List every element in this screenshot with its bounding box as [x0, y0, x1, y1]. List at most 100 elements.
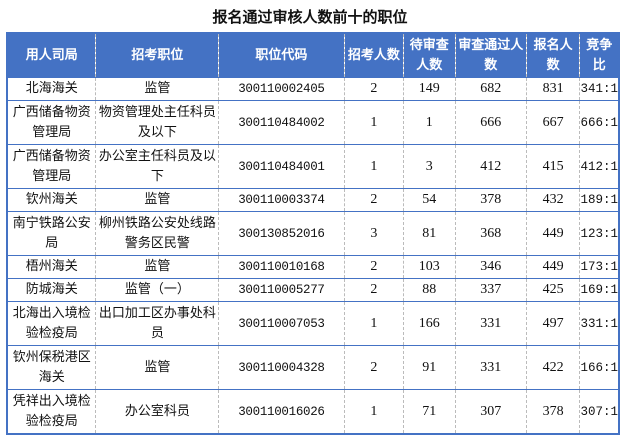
cell-code: 300110010168: [218, 255, 345, 279]
cell-department: 凭祥出入境检验检疫局: [6, 389, 97, 435]
cell-department: 防城海关: [6, 278, 97, 302]
cell-quota: 2: [343, 77, 405, 101]
table-row: 钦州海关 监管 300110003374 2 54 378 432 189:1: [6, 188, 620, 212]
cell-pending: 1: [403, 100, 456, 145]
table-row: 防城海关 监管（一） 300110005277 2 88 337 425 169:1: [6, 278, 620, 302]
table-row: 北海出入境检验检疫局 出口加工区办事处科员 300110007053 1 166 331 4…: [6, 301, 620, 346]
cell-ratio: 169:1: [579, 278, 620, 302]
cell-code: 300110484001: [218, 144, 345, 189]
cell-pending: 166: [403, 301, 456, 346]
cell-pending: 71: [403, 389, 456, 435]
cell-code: 300110016026: [218, 389, 345, 435]
cell-approved: 666: [454, 100, 527, 145]
header-department: 用人司局: [6, 32, 97, 78]
table-row: 广西储备物资管理局 物资管理处主任科员及以下 300110484002 1 1 666 66…: [6, 100, 620, 145]
header-code: 职位代码: [218, 32, 345, 78]
cell-applicants: 667: [525, 100, 581, 145]
cell-position: 监管: [95, 77, 220, 101]
cell-pending: 81: [403, 211, 456, 256]
table-row: 凭祥出入境检验检疫局 办公室科员 300110016026 1 71 307 378 307:…: [6, 389, 620, 435]
cell-code: 300110005277: [218, 278, 345, 302]
cell-code: 300110007053: [218, 301, 345, 346]
cell-ratio: 123:1: [579, 211, 620, 256]
cell-code: 300130852016: [218, 211, 345, 256]
header-row: 用人司局 招考职位 职位代码 招考人数 待审查人数 审查通过人数 报名人数 竞争比: [6, 32, 620, 78]
cell-ratio: 166:1: [579, 345, 620, 390]
cell-department: 钦州海关: [6, 188, 97, 212]
cell-quota: 1: [343, 301, 405, 346]
cell-approved: 346: [454, 255, 527, 279]
table-row: 广西储备物资管理局 办公室主任科员及以下 300110484001 1 3 412 415 4…: [6, 144, 620, 189]
table-row: 北海海关 监管 300110002405 2 149 682 831 341:1: [6, 77, 620, 101]
cell-quota: 1: [343, 144, 405, 189]
cell-ratio: 412:1: [579, 144, 620, 189]
cell-ratio: 173:1: [579, 255, 620, 279]
cell-department: 钦州保税港区海关: [6, 345, 97, 390]
positions-table: 用人司局 招考职位 职位代码 招考人数 待审查人数 审查通过人数 报名人数 竞争比 北海海关监…: [6, 32, 620, 435]
table-title: 报名通过审核人数前十的职位: [212, 8, 408, 26]
cell-position: 监管: [95, 345, 220, 390]
cell-applicants: 378: [525, 389, 581, 435]
cell-code: 300110004328: [218, 345, 345, 390]
cell-applicants: 497: [525, 301, 581, 346]
cell-applicants: 415: [525, 144, 581, 189]
cell-department: 广西储备物资管理局: [6, 100, 97, 145]
cell-quota: 1: [343, 389, 405, 435]
cell-approved: 378: [454, 188, 527, 212]
cell-department: 北海出入境检验检疫局: [6, 301, 97, 346]
cell-position: 办公室科员: [95, 389, 220, 435]
cell-approved: 331: [454, 301, 527, 346]
cell-code: 300110003374: [218, 188, 345, 212]
cell-approved: 412: [454, 144, 527, 189]
header-pending: 待审查人数: [403, 32, 456, 78]
cell-quota: 2: [343, 188, 405, 212]
cell-applicants: 422: [525, 345, 581, 390]
cell-position: 监管: [95, 255, 220, 279]
cell-department: 梧州海关: [6, 255, 97, 279]
cell-quota: 1: [343, 100, 405, 145]
cell-ratio: 189:1: [579, 188, 620, 212]
header-applicants: 报名人数: [525, 32, 581, 78]
header-ratio: 竞争比: [579, 32, 620, 78]
cell-pending: 3: [403, 144, 456, 189]
table-row: 钦州保税港区海关 监管 300110004328 2 91 331 422 166:1: [6, 345, 620, 390]
cell-department: 广西储备物资管理局: [6, 144, 97, 189]
cell-quota: 3: [343, 211, 405, 256]
cell-approved: 307: [454, 389, 527, 435]
cell-applicants: 449: [525, 211, 581, 256]
cell-ratio: 307:1: [579, 389, 620, 435]
cell-pending: 103: [403, 255, 456, 279]
header-position: 招考职位: [95, 32, 220, 78]
cell-quota: 2: [343, 278, 405, 302]
cell-ratio: 666:1: [579, 100, 620, 145]
header-approved: 审查通过人数: [454, 32, 527, 78]
cell-department: 北海海关: [6, 77, 97, 101]
cell-pending: 91: [403, 345, 456, 390]
cell-approved: 368: [454, 211, 527, 256]
cell-pending: 54: [403, 188, 456, 212]
cell-applicants: 449: [525, 255, 581, 279]
cell-code: 300110002405: [218, 77, 345, 101]
cell-position: 出口加工区办事处科员: [95, 301, 220, 346]
cell-quota: 2: [343, 255, 405, 279]
cell-position: 监管（一）: [95, 278, 220, 302]
table-row: 梧州海关 监管 300110010168 2 103 346 449 173:1: [6, 255, 620, 279]
cell-pending: 88: [403, 278, 456, 302]
cell-code: 300110484002: [218, 100, 345, 145]
cell-position: 物资管理处主任科员及以下: [95, 100, 220, 145]
cell-approved: 337: [454, 278, 527, 302]
table-row: 南宁铁路公安局 柳州铁路公安处线路警务区民警 300130852016 3 81 368 4…: [6, 211, 620, 256]
cell-quota: 2: [343, 345, 405, 390]
cell-approved: 331: [454, 345, 527, 390]
cell-position: 办公室主任科员及以下: [95, 144, 220, 189]
cell-applicants: 432: [525, 188, 581, 212]
cell-department: 南宁铁路公安局: [6, 211, 97, 256]
cell-ratio: 331:1: [579, 301, 620, 346]
header-quota: 招考人数: [343, 32, 405, 78]
cell-applicants: 425: [525, 278, 581, 302]
cell-pending: 149: [403, 77, 456, 101]
cell-position: 柳州铁路公安处线路警务区民警: [95, 211, 220, 256]
cell-approved: 682: [454, 77, 527, 101]
cell-applicants: 831: [525, 77, 581, 101]
cell-ratio: 341:1: [579, 77, 620, 101]
